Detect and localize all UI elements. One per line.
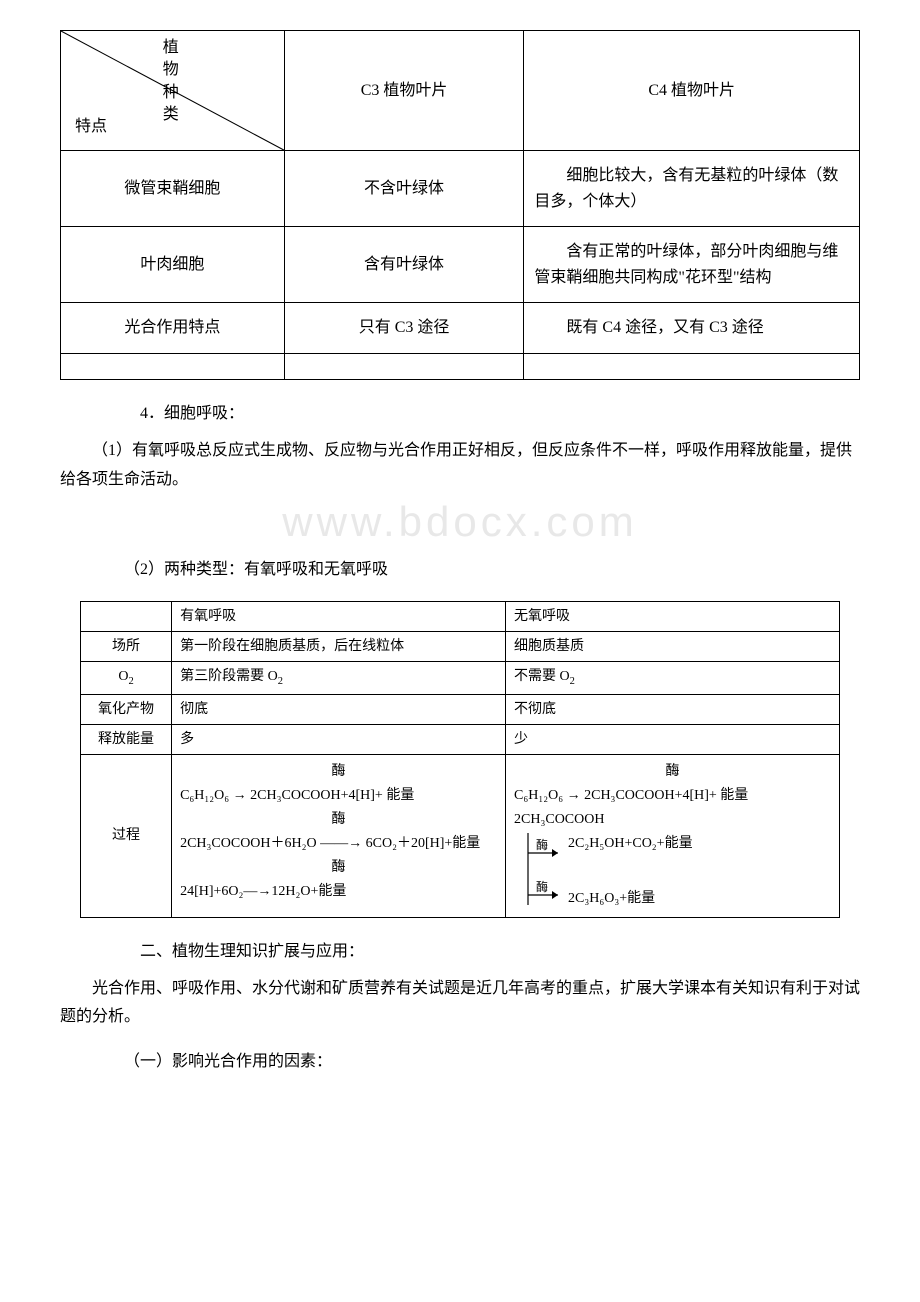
row-o2-aerobic: 第三阶段需要 O2 xyxy=(172,662,506,695)
row-energy-label: 释放能量 xyxy=(81,724,172,754)
row-process-label: 过程 xyxy=(81,754,172,917)
row-label: 微管束鞘细胞 xyxy=(61,151,285,227)
header-c3: C3 植物叶片 xyxy=(284,31,524,151)
row-c4: 既有 C4 途径，又有 C3 途径 xyxy=(524,303,860,354)
table-row: 微管束鞘细胞 不含叶绿体 细胞比较大，含有无基粒的叶绿体（数目多，个体大） xyxy=(61,151,860,227)
branch-arrow-icon: 酶 酶 xyxy=(514,833,564,911)
table-row: 光合作用特点 只有 C3 途径 既有 C4 途径，又有 C3 途径 xyxy=(61,303,860,354)
section-4-heading: 4．细胞呼吸： xyxy=(60,400,860,429)
row-c3: 不含叶绿体 xyxy=(284,151,524,227)
anaerobic-eq2-start: 2CH₃COCOOH xyxy=(514,809,831,830)
anaerobic-branch1: 2C₂H₅OH+CO₂+能量 xyxy=(568,833,693,854)
empty-row xyxy=(61,353,860,379)
anaerobic-eq1: C₆H₁₂O₆ → 2CH₃COCOOH+4[H]+ 能量 xyxy=(514,785,831,806)
watermark-text: www.bdocx.com xyxy=(60,498,860,546)
header-plant-type: 植 物 种 类 xyxy=(163,37,179,127)
header-plant-type-text: 植 物 种 类 xyxy=(163,39,179,123)
enzyme-label: 酶 xyxy=(180,761,497,782)
row-process-anaerobic: 酶 C₆H₁₂O₆ → 2CH₃COCOOH+4[H]+ 能量 2CH₃COCO… xyxy=(506,754,840,917)
respiration-comparison-table: 有氧呼吸 无氧呼吸 场所 第一阶段在细胞质基质，后在线粒体 细胞质基质 O2 第… xyxy=(80,601,840,918)
header-anaerobic: 无氧呼吸 xyxy=(506,602,840,632)
diagonal-header-cell: 植 物 种 类 特点 xyxy=(61,31,285,151)
header-c4: C4 植物叶片 xyxy=(524,31,860,151)
section-2-heading: 二、植物生理知识扩展与应用： xyxy=(60,938,860,967)
row-label: 光合作用特点 xyxy=(61,303,285,354)
section-4-p1: （1）有氧呼吸总反应式生成物、反应物与光合作用正好相反，但反应条件不一样，呼吸作… xyxy=(60,437,860,495)
row-energy-anaerobic: 少 xyxy=(506,724,840,754)
enzyme-label: 酶 xyxy=(514,761,831,782)
row-c4: 细胞比较大，含有无基粒的叶绿体（数目多，个体大） xyxy=(524,151,860,227)
header-blank xyxy=(81,602,172,632)
row-process-aerobic: 酶 C₆H₁₂O₆ → 2CH₃COCOOH+4[H]+ 能量 酶 2CH₃CO… xyxy=(172,754,506,917)
row-label: 叶肉细胞 xyxy=(61,227,285,303)
aerobic-eq3: 24[H]+6O₂—→12H₂O+能量 xyxy=(180,881,497,902)
header-feature: 特点 xyxy=(75,114,107,140)
table-row-process: 过程 酶 C₆H₁₂O₆ → 2CH₃COCOOH+4[H]+ 能量 酶 2CH… xyxy=(81,754,840,917)
row-place-anaerobic: 细胞质基质 xyxy=(506,632,840,662)
anaerobic-branch2: 2C₃H₆O₃+能量 xyxy=(568,888,693,909)
row-place-aerobic: 第一阶段在细胞质基质，后在线粒体 xyxy=(172,632,506,662)
table-row: 叶肉细胞 含有叶绿体 含有正常的叶绿体，部分叶肉细胞与维管束鞘细胞共同构成"花环… xyxy=(61,227,860,303)
row-product-anaerobic: 不彻底 xyxy=(506,694,840,724)
table-row: 释放能量 多 少 xyxy=(81,724,840,754)
row-product-aerobic: 彻底 xyxy=(172,694,506,724)
row-o2-anaerobic: 不需要 O2 xyxy=(506,662,840,695)
enzyme-text: 酶 xyxy=(536,837,548,852)
row-product-label: 氧化产物 xyxy=(81,694,172,724)
row-energy-aerobic: 多 xyxy=(172,724,506,754)
enzyme-label: 酶 xyxy=(180,857,497,878)
row-c4: 含有正常的叶绿体，部分叶肉细胞与维管束鞘细胞共同构成"花环型"结构 xyxy=(524,227,860,303)
row-o2-label: O2 xyxy=(81,662,172,695)
plant-comparison-table: 植 物 种 类 特点 C3 植物叶片 C4 植物叶片 微管束鞘细胞 不含叶绿体 … xyxy=(60,30,860,380)
aerobic-eq1: C₆H₁₂O₆ → 2CH₃COCOOH+4[H]+ 能量 xyxy=(180,785,497,806)
row-place-label: 场所 xyxy=(81,632,172,662)
row-c3: 含有叶绿体 xyxy=(284,227,524,303)
aerobic-eq2: 2CH₃COCOOH＋6H₂O ——→ 6CO₂＋20[H]+能量 xyxy=(180,833,497,854)
table-row: 氧化产物 彻底 不彻底 xyxy=(81,694,840,724)
section-2-p2: （一）影响光合作用的因素： xyxy=(60,1048,860,1077)
header-aerobic: 有氧呼吸 xyxy=(172,602,506,632)
header-feature-text: 特点 xyxy=(75,118,107,135)
table-row: 场所 第一阶段在细胞质基质，后在线粒体 细胞质基质 xyxy=(81,632,840,662)
enzyme-text: 酶 xyxy=(536,879,548,894)
section-4-p2: （2）两种类型：有氧呼吸和无氧呼吸 xyxy=(60,556,860,585)
table-row: O2 第三阶段需要 O2 不需要 O2 xyxy=(81,662,840,695)
section-2-p1: 光合作用、呼吸作用、水分代谢和矿质营养有关试题是近几年高考的重点，扩展大学课本有… xyxy=(60,975,860,1033)
enzyme-label: 酶 xyxy=(180,809,497,830)
row-c3: 只有 C3 途径 xyxy=(284,303,524,354)
